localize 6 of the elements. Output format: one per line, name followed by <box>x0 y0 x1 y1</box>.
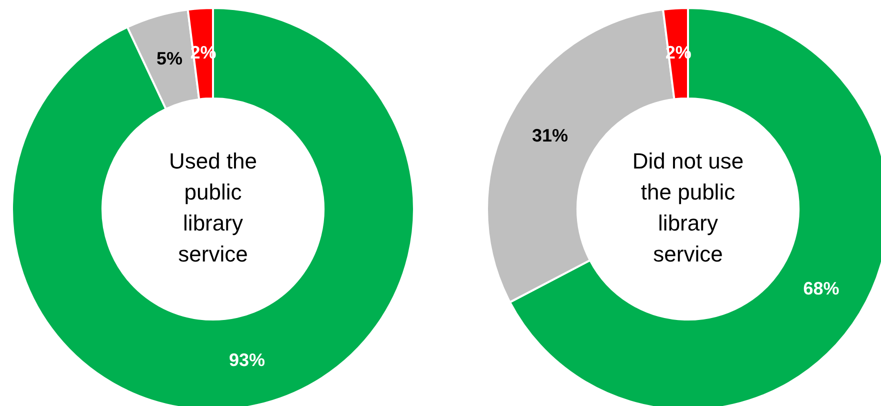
data-label: 68% <box>803 278 840 299</box>
data-label: 93% <box>228 350 265 370</box>
text: Used the public library service <box>168 148 258 267</box>
text: Did not use the public library service <box>632 148 744 267</box>
data-label: 5% <box>156 48 183 68</box>
data-label: 31% <box>532 126 568 146</box>
